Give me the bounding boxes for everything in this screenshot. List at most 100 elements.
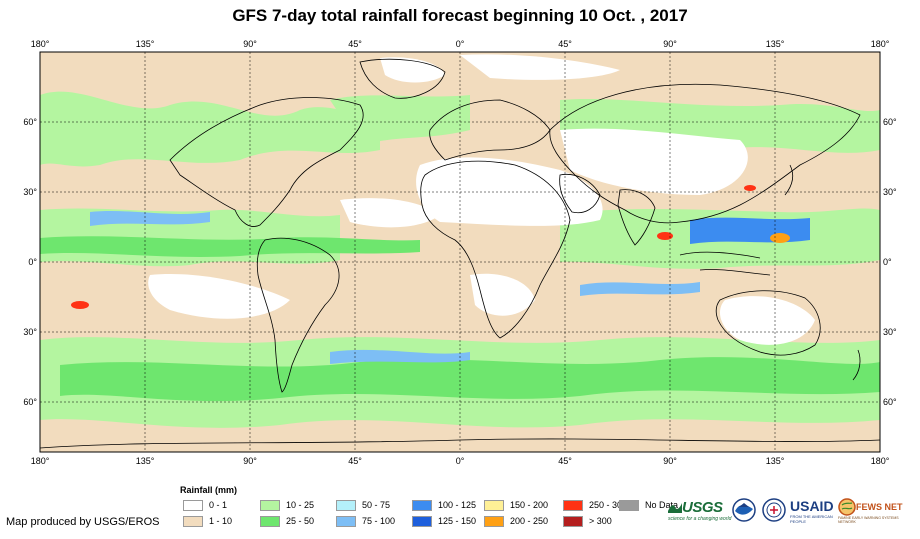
noaa-logo bbox=[732, 498, 758, 528]
outline-asia bbox=[549, 83, 861, 224]
legend-label: 50 - 75 bbox=[362, 500, 391, 510]
usgs-wave-icon bbox=[668, 503, 682, 513]
legend-swatch bbox=[336, 499, 356, 511]
credit-text: Map produced by USGS/EROS bbox=[6, 516, 160, 528]
rain-extreme-southwest-pacific bbox=[71, 301, 89, 309]
legend-item: 150 - 200 bbox=[484, 499, 548, 511]
rainfall-field bbox=[40, 54, 880, 428]
legend-label: > 300 bbox=[589, 516, 612, 526]
rain-heavy-southern bbox=[330, 349, 470, 364]
fews-net-tagline: FAMINE EARLY WARNING SYSTEMS NETWORK bbox=[838, 516, 899, 524]
longitude-label-top: 180° bbox=[871, 39, 890, 49]
graticule bbox=[40, 52, 880, 452]
legend-item: 25 - 50 bbox=[260, 515, 314, 527]
outline-japan bbox=[784, 164, 794, 196]
legend-item: 125 - 150 bbox=[412, 515, 476, 527]
noaa-logo-icon bbox=[732, 498, 756, 522]
legend-swatch bbox=[412, 499, 432, 511]
legend-swatch bbox=[563, 515, 583, 527]
rain-band-south-ocean-core bbox=[60, 357, 880, 402]
legend-label: 0 - 1 bbox=[209, 500, 228, 510]
latitude-label-right: 60° bbox=[883, 117, 897, 127]
outline-india bbox=[617, 189, 656, 246]
usgs-logo: USGS science for a changing world bbox=[668, 498, 732, 528]
legend-item: 1 - 10 bbox=[183, 515, 232, 527]
longitude-label-top: 135° bbox=[136, 39, 155, 49]
outline-arabia bbox=[559, 173, 601, 214]
longitude-label-bottom: 135° bbox=[766, 456, 785, 466]
longitude-label-bottom: 135° bbox=[136, 456, 155, 466]
dry-zone-east-pacific bbox=[340, 198, 440, 228]
legend-item: 50 - 75 bbox=[336, 499, 390, 511]
rain-extreme-east-asia bbox=[744, 185, 756, 191]
legend-item: > 300 bbox=[563, 515, 612, 527]
legend-item: 10 - 25 bbox=[260, 499, 314, 511]
latitude-label-right: 30° bbox=[883, 327, 897, 337]
tick-labels: 180° 180° 135° 135° 90° 90° 45° 45° 0° 0° 45° 45° 90… bbox=[23, 39, 897, 466]
legend-title: Rainfall (mm) bbox=[180, 485, 238, 495]
latitude-label-left: 0° bbox=[28, 257, 37, 267]
dry-zone-north-africa bbox=[416, 157, 603, 226]
longitude-label-bottom: 90° bbox=[243, 456, 257, 466]
legend-swatch bbox=[484, 499, 504, 511]
outline-australia bbox=[715, 290, 821, 356]
longitude-label-top: 45° bbox=[348, 39, 362, 49]
longitude-label-bottom: 180° bbox=[871, 456, 890, 466]
rain-band-north-atlantic bbox=[330, 95, 470, 145]
longitude-label-top: 135° bbox=[766, 39, 785, 49]
legend-label: 75 - 100 bbox=[362, 516, 396, 526]
legend-label: 100 - 125 bbox=[438, 500, 477, 510]
usaid-seal-icon bbox=[762, 498, 786, 522]
rain-heavy-pacific bbox=[90, 211, 210, 226]
rain-extreme-typhoon bbox=[770, 233, 790, 243]
latitude-label-left: 30° bbox=[23, 187, 37, 197]
longitude-label-top: 0° bbox=[456, 39, 465, 49]
legend-label: 250 - 300 bbox=[589, 500, 628, 510]
latitude-label-left: 60° bbox=[23, 117, 37, 127]
outline-indonesia bbox=[679, 251, 771, 276]
fews-net-logo: FEWS NET FAMINE EARLY WARNING SYSTEMS NE… bbox=[838, 498, 916, 528]
fews-net-logo-text: FEWS NET bbox=[856, 502, 903, 512]
legend-swatch bbox=[183, 515, 203, 527]
legend-item: 100 - 125 bbox=[412, 499, 476, 511]
outline-north-america bbox=[169, 97, 364, 227]
rain-extreme-south-china-sea bbox=[657, 232, 673, 240]
legend-item: 0 - 1 bbox=[183, 499, 227, 511]
legend-item: No Data bbox=[619, 499, 678, 511]
legend-swatch bbox=[336, 515, 356, 527]
map-frame bbox=[39, 51, 881, 453]
longitude-label-bottom: 180° bbox=[31, 456, 50, 466]
legend-swatch bbox=[484, 515, 504, 527]
legend-swatch bbox=[260, 515, 280, 527]
outline-south-america bbox=[256, 237, 340, 393]
longitude-label-bottom: 0° bbox=[456, 456, 465, 466]
dry-zone-southern-africa bbox=[470, 273, 535, 316]
legend-swatch bbox=[619, 499, 639, 511]
latitude-label-left: 60° bbox=[23, 397, 37, 407]
dry-zone-australia bbox=[720, 296, 815, 345]
latitude-label-right: 60° bbox=[883, 397, 897, 407]
legend-label: 25 - 50 bbox=[286, 516, 315, 526]
usaid-logo: USAID FROM THE AMERICAN PEOPLE bbox=[790, 498, 838, 528]
fews-net-globe-icon bbox=[838, 498, 856, 516]
dry-zone-central-asia bbox=[560, 128, 748, 195]
outline-africa bbox=[420, 160, 571, 339]
usgs-tagline: science for a changing world bbox=[668, 516, 732, 522]
map-title: GFS 7-day total rainfall forecast beginn… bbox=[232, 6, 688, 25]
longitude-label-top: 45° bbox=[558, 39, 572, 49]
longitude-label-top: 90° bbox=[663, 39, 677, 49]
longitude-label-bottom: 45° bbox=[558, 456, 572, 466]
legend-item: 75 - 100 bbox=[336, 515, 395, 527]
legend-label: 10 - 25 bbox=[286, 500, 315, 510]
outline-greenland bbox=[359, 58, 446, 99]
legend-swatch bbox=[412, 515, 432, 527]
dry-zone-arctic bbox=[460, 54, 620, 80]
legend-swatch bbox=[260, 499, 280, 511]
legend-item: 200 - 250 bbox=[484, 515, 548, 527]
latitude-label-right: 0° bbox=[883, 257, 892, 267]
legend-swatch bbox=[183, 499, 203, 511]
longitude-label-top: 180° bbox=[31, 39, 50, 49]
longitude-label-top: 90° bbox=[243, 39, 257, 49]
legend-item: 250 - 300 bbox=[563, 499, 627, 511]
